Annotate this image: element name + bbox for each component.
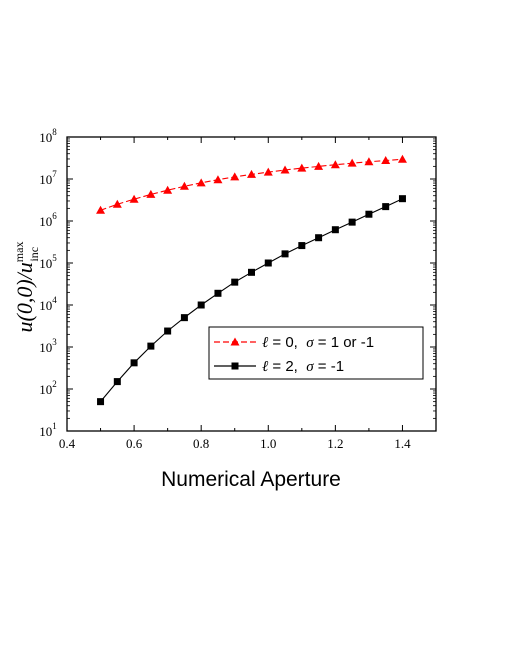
- series-2-point: [180, 314, 188, 322]
- y-tick-label: 104: [39, 295, 57, 313]
- y-axis-title-sup: max: [12, 242, 26, 263]
- series-2-point: [248, 268, 255, 276]
- x-tick-label: 1.4: [394, 436, 411, 451]
- series-1-point: [280, 165, 290, 174]
- y-tick-label: 105: [39, 253, 57, 271]
- legend-entry-series-2: ℓ = 2, σ = -1: [214, 358, 344, 375]
- legend: ℓ = 0, σ = 1 or -1 ℓ = 2, σ = -1: [208, 326, 424, 380]
- plot-area-frame: [66, 136, 437, 432]
- series-1-point: [297, 163, 307, 172]
- series-1-point: [230, 172, 240, 181]
- series-1-point: [163, 185, 173, 194]
- y-tick-label: 108: [39, 127, 57, 145]
- series-1-point: [381, 155, 391, 164]
- series-1-point: [196, 178, 206, 187]
- series-2-point: [197, 301, 205, 309]
- x-tick-label: 1.0: [260, 436, 276, 451]
- series-2-point: [281, 250, 289, 258]
- series-1-point: [213, 175, 223, 184]
- series-2-point: [214, 289, 222, 297]
- legend-entry-series-1: ℓ = 0, σ = 1 or -1: [214, 334, 374, 351]
- x-tick-label: 0.4: [59, 436, 76, 451]
- series-2-point: [315, 234, 323, 242]
- series-2-point: [331, 226, 339, 234]
- legend-box: [208, 326, 424, 380]
- series-2-point: [130, 359, 138, 367]
- series-1-point: [263, 167, 273, 176]
- x-axis-title: Numerical Aperture: [161, 468, 341, 491]
- series-layer: [96, 154, 407, 406]
- series-1-point: [179, 181, 189, 190]
- series-1-point: [112, 199, 122, 208]
- ticks-layer: 0.4 0.6 0.8 1.0 1.2 1.4 101 102 103 104 105 106 107 1…: [39, 127, 436, 451]
- y-axis-title: u(0,0)/umaxinc: [12, 242, 41, 333]
- y-tick-label: 103: [39, 337, 57, 355]
- series-2-point: [348, 218, 356, 226]
- x-tick-label: 0.6: [126, 436, 143, 451]
- y-axis-title-main: u(0,0)/u: [12, 262, 37, 332]
- series-1-point: [146, 189, 156, 198]
- y-tick-label: 102: [39, 379, 57, 397]
- svg-text:u(0,0)/umaxinc: u(0,0)/umaxinc: [12, 242, 41, 333]
- legend-marker-series-1: [230, 337, 240, 346]
- series-1-point: [314, 161, 324, 170]
- series-2-point: [97, 398, 105, 406]
- legend-marker-series-2: [231, 362, 239, 370]
- y-tick-label: 101: [39, 421, 57, 439]
- x-tick-label: 0.8: [193, 436, 209, 451]
- series-1-point: [397, 154, 407, 163]
- y-tick-label: 106: [39, 211, 57, 229]
- legend-label-series-1: ℓ = 0, σ = 1 or -1: [262, 334, 374, 351]
- series-1-point: [364, 157, 374, 166]
- y-tick-label: 107: [39, 169, 57, 187]
- legend-label-series-2: ℓ = 2, σ = -1: [262, 358, 344, 375]
- series-1-point: [330, 160, 340, 169]
- series-2-point: [147, 342, 155, 350]
- y-axis-title-sub: inc: [27, 247, 41, 262]
- series-1-point: [96, 205, 106, 214]
- series-1-point: [129, 194, 139, 203]
- series-2-point: [113, 378, 121, 386]
- series-2-point: [298, 242, 306, 250]
- series-2-point: [231, 278, 239, 286]
- series-1-point: [247, 169, 256, 178]
- series-2-point: [164, 327, 172, 335]
- series-1-point: [347, 158, 357, 167]
- series-2-point: [398, 195, 406, 203]
- series-line-1: [100, 158, 403, 211]
- series-2-point: [365, 210, 373, 218]
- series-2-point: [264, 259, 272, 267]
- series-2-point: [382, 203, 390, 211]
- x-tick-label: 1.2: [327, 436, 343, 451]
